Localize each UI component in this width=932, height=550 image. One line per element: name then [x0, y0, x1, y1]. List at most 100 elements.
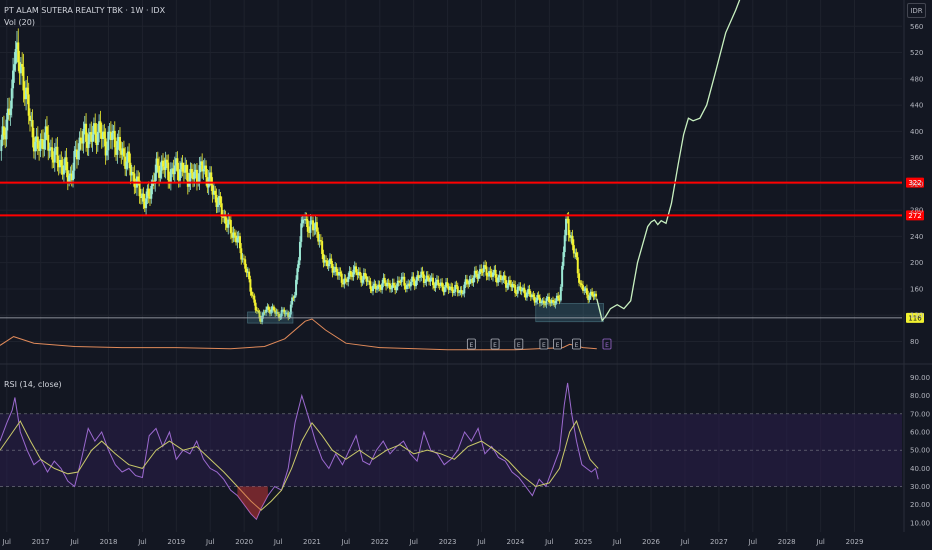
candle-body — [192, 172, 195, 180]
candle-body — [342, 282, 345, 285]
candle-body — [61, 165, 64, 175]
candle-body — [308, 231, 311, 233]
candle-body — [35, 136, 38, 142]
candle-body — [392, 282, 395, 286]
candle-body — [366, 280, 369, 282]
candle-body — [148, 196, 151, 199]
candle-body — [228, 219, 231, 221]
candle-body — [291, 297, 294, 305]
candle-body — [402, 276, 405, 278]
candle-body — [343, 278, 346, 285]
candle-body — [139, 196, 142, 198]
candle-body — [77, 150, 80, 160]
candle-body — [189, 168, 192, 182]
volume-legend: Vol (20) — [4, 18, 35, 27]
candle-body — [193, 171, 196, 180]
earnings-marker — [514, 338, 524, 350]
candle-body — [9, 108, 12, 116]
candle-body — [551, 300, 554, 303]
earnings-marker-label: E — [542, 342, 546, 349]
candle-body — [26, 87, 29, 95]
rsi-tick-label: 40.00 — [910, 465, 930, 473]
candle-body — [372, 285, 375, 292]
candle-body — [145, 198, 148, 209]
earnings-marker-label: E — [469, 342, 473, 349]
candle-body — [477, 274, 480, 279]
candle-body — [205, 165, 208, 178]
x-tick-label: Jul — [137, 538, 147, 546]
candle-body — [420, 271, 423, 278]
candle-body — [267, 306, 270, 310]
candle-body — [326, 260, 329, 267]
volume-panel — [0, 318, 597, 351]
candle-body — [328, 258, 331, 265]
candle-body — [120, 150, 123, 155]
currency-button[interactable]: IDR — [907, 3, 926, 18]
candle-body — [398, 280, 401, 283]
candle-body — [544, 304, 547, 306]
candle-body — [388, 283, 391, 290]
level-label: 322 — [908, 179, 921, 187]
candle-body — [132, 172, 135, 174]
x-tick-label: 2017 — [32, 538, 50, 546]
candle-body — [86, 141, 89, 148]
x-tick-label: Jul — [680, 538, 690, 546]
candle-body — [464, 279, 467, 285]
candle-body — [246, 271, 249, 273]
candle-body — [417, 275, 420, 279]
earnings-marker — [572, 338, 581, 350]
candle-body — [488, 271, 491, 277]
earnings-marker — [553, 338, 562, 350]
candle-body — [165, 159, 168, 163]
candle-body — [100, 132, 103, 140]
candle-body — [533, 296, 536, 303]
candle-body — [377, 284, 380, 289]
candle-body — [435, 279, 438, 282]
candle-body — [212, 190, 215, 195]
earnings-marker — [602, 338, 612, 350]
candle-body — [30, 120, 33, 121]
candle-body — [180, 162, 183, 170]
candle-body — [48, 148, 51, 151]
candle-body — [448, 286, 451, 290]
candle-body — [306, 220, 309, 232]
candle-body — [83, 123, 86, 129]
horizontal-levels[interactable]: 322 272 116 — [0, 177, 924, 323]
candle-body — [259, 318, 262, 322]
candle-body — [227, 219, 230, 228]
candle-body — [91, 134, 94, 142]
candle-body — [576, 257, 579, 274]
candle-body — [69, 173, 72, 176]
candle-body — [433, 285, 436, 289]
candle-body — [330, 258, 333, 264]
x-tick-label: 2020 — [235, 538, 253, 546]
candle-body — [503, 275, 506, 281]
candle-body — [241, 258, 244, 260]
candle-body — [85, 123, 88, 142]
candle-body — [516, 286, 519, 294]
candle-body — [508, 280, 511, 284]
candle-body — [17, 42, 20, 63]
candle-body — [309, 220, 312, 233]
candle-body — [72, 170, 75, 181]
candle-body — [562, 252, 565, 266]
candle-body — [181, 162, 184, 172]
candle-body — [22, 66, 25, 91]
candle-body — [362, 272, 365, 280]
candle-body — [391, 282, 394, 289]
candle-body — [302, 219, 305, 221]
candle-body — [164, 159, 167, 170]
candle-body — [507, 280, 510, 286]
candle-body — [258, 311, 261, 319]
candle-body — [242, 258, 245, 260]
candle-body — [437, 279, 440, 286]
price-tick-label: 560 — [910, 23, 923, 31]
candle-body — [589, 291, 592, 296]
candle-body — [305, 219, 308, 221]
candle-body — [572, 245, 575, 254]
candle-body — [104, 138, 107, 156]
candle-body — [282, 309, 285, 311]
candle-body — [446, 282, 449, 287]
